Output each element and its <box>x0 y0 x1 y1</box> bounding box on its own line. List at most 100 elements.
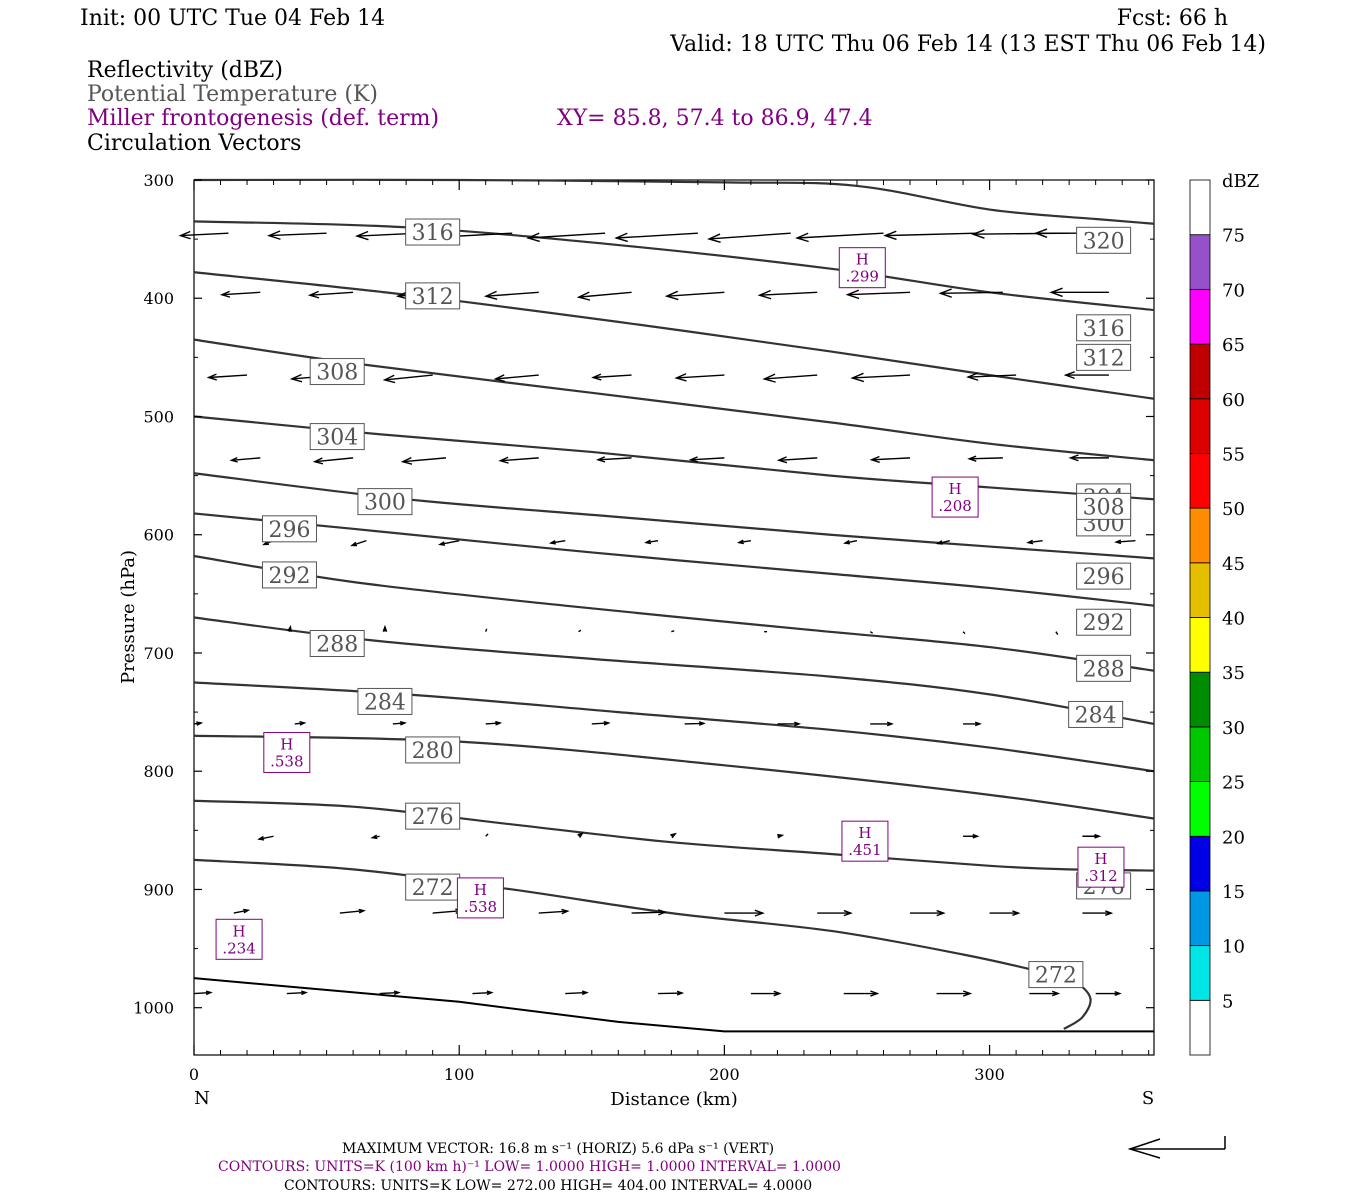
colorbar-label-65: 65 <box>1222 335 1245 356</box>
theta-label-316-1: 316 <box>1083 317 1125 342</box>
circulation-vector-1-3 <box>483 290 539 301</box>
circulation-vector-4-9 <box>1114 539 1136 545</box>
vector-shaft <box>937 539 950 545</box>
vector-head <box>591 373 602 381</box>
vector-head <box>850 372 865 383</box>
vector-head <box>205 990 213 996</box>
colorbar-label-60: 60 <box>1222 390 1245 411</box>
circulation-vector-3-6 <box>776 456 818 464</box>
vector-shaft <box>940 291 1003 294</box>
colorbar-bin-6 <box>1189 671 1211 728</box>
circulation-vector-3-1 <box>312 457 354 465</box>
theta-label-292-1: 292 <box>1083 611 1125 636</box>
vector-head <box>777 833 785 839</box>
circulation-vector-1-9 <box>1049 287 1109 298</box>
circulation-vector-0-4 <box>526 232 606 243</box>
vector-shaft <box>591 722 609 725</box>
vector-shaft <box>485 722 501 725</box>
theta-contour-296 <box>193 512 1155 607</box>
xy-section-endpoints: XY= 85.8, 57.4 to 86.9, 47.4 <box>557 106 873 131</box>
vector-shaft <box>439 539 460 546</box>
vector-head <box>595 456 606 463</box>
fronto-max-0: H.299 <box>838 247 886 289</box>
vector-shaft <box>208 374 248 379</box>
vector-head <box>1068 454 1079 462</box>
vector-shaft <box>286 991 307 995</box>
vector-head <box>243 908 251 914</box>
vector-head <box>350 541 357 547</box>
vector-head <box>845 289 860 300</box>
vector-head <box>757 289 772 300</box>
vector-shaft <box>578 291 632 298</box>
y-tick-label-800: 800 <box>143 762 174 781</box>
field-potential-temperature: Potential Temperature (K) <box>87 82 378 107</box>
vector-head <box>206 373 217 381</box>
colorbar-bin-15 <box>1189 179 1211 236</box>
circulation-vector-6-3 <box>485 720 503 726</box>
colorbar-bin-7 <box>1189 617 1211 673</box>
vector-head <box>664 290 679 301</box>
circulation-vector-3-3 <box>498 456 539 464</box>
vector-shaft <box>495 374 539 380</box>
circulation-vector-9-7 <box>843 990 880 997</box>
vector-shaft <box>764 374 818 380</box>
theta-label-308-0: 308 <box>316 361 358 386</box>
circulation-vector-1-1 <box>307 290 354 299</box>
vector-shaft <box>671 630 675 633</box>
vector-head <box>301 990 309 996</box>
vector-head <box>548 539 556 545</box>
vector-head <box>972 833 980 839</box>
circulation-vector-2-8 <box>966 372 1017 381</box>
fronto-box <box>1077 846 1125 888</box>
vector-shaft <box>472 991 492 995</box>
vector-shaft <box>666 291 725 297</box>
colorbar-bin-13 <box>1189 288 1211 345</box>
colorbar-label-50: 50 <box>1222 499 1245 520</box>
vector-shaft <box>869 631 874 634</box>
vector-head <box>938 288 953 298</box>
vector-shaft <box>432 910 462 914</box>
y-tick-label-1000: 1000 <box>133 999 174 1018</box>
vector-head <box>935 540 943 545</box>
theta-label-284-0: 284 <box>364 690 406 715</box>
vector-head <box>1094 833 1102 839</box>
circulation-vector-0-8 <box>883 230 977 241</box>
theta-label-box-304-0 <box>309 423 365 451</box>
vector-head <box>688 456 699 463</box>
circulation-vector-1-0 <box>219 290 261 298</box>
circulation-vector-8-1 <box>339 908 366 914</box>
contour-labels: 2722722762762802842842882882922922962963… <box>261 218 1132 989</box>
fronto-value: .312 <box>1084 867 1117 885</box>
circulation-vector-6-0 <box>193 721 204 726</box>
vector-head <box>794 721 802 727</box>
circulation-vector-9-6 <box>750 990 782 997</box>
fronto-mark: H <box>858 824 871 842</box>
vector-head <box>869 455 880 463</box>
circulation-vector-4-3 <box>548 539 566 545</box>
theta-label-272-0: 272 <box>412 876 454 901</box>
colorbar-bin-12 <box>1189 343 1211 400</box>
vector-head <box>495 720 503 726</box>
vector-shaft <box>578 629 582 633</box>
vector-shaft <box>616 232 698 239</box>
x-tick-label-0: 0 <box>189 1065 199 1084</box>
circulation-vector-8-9 <box>1082 910 1114 916</box>
circulation-vector-2-3 <box>493 374 539 383</box>
y-tick-label-900: 900 <box>143 880 174 899</box>
circulation-vector-7-8 <box>1082 833 1102 839</box>
colorbar-label-35: 35 <box>1222 663 1245 684</box>
colorbar-label-5: 5 <box>1222 991 1233 1012</box>
vector-head <box>754 909 765 917</box>
vector-head <box>843 909 853 917</box>
vector-head <box>1114 991 1122 996</box>
vector-head <box>287 624 292 632</box>
vector-head <box>1033 228 1048 238</box>
circulation-vector-1-6 <box>757 289 818 300</box>
theta-label-box-292-1 <box>1076 608 1132 636</box>
theta-label-box-288-1 <box>1076 654 1132 682</box>
vector-head <box>266 230 281 240</box>
circulation-vector-9-4 <box>565 990 589 996</box>
x-right-label-S: S <box>1142 1088 1154 1109</box>
vector-shaft <box>847 291 911 296</box>
theta-label-box-288-0 <box>309 630 365 658</box>
